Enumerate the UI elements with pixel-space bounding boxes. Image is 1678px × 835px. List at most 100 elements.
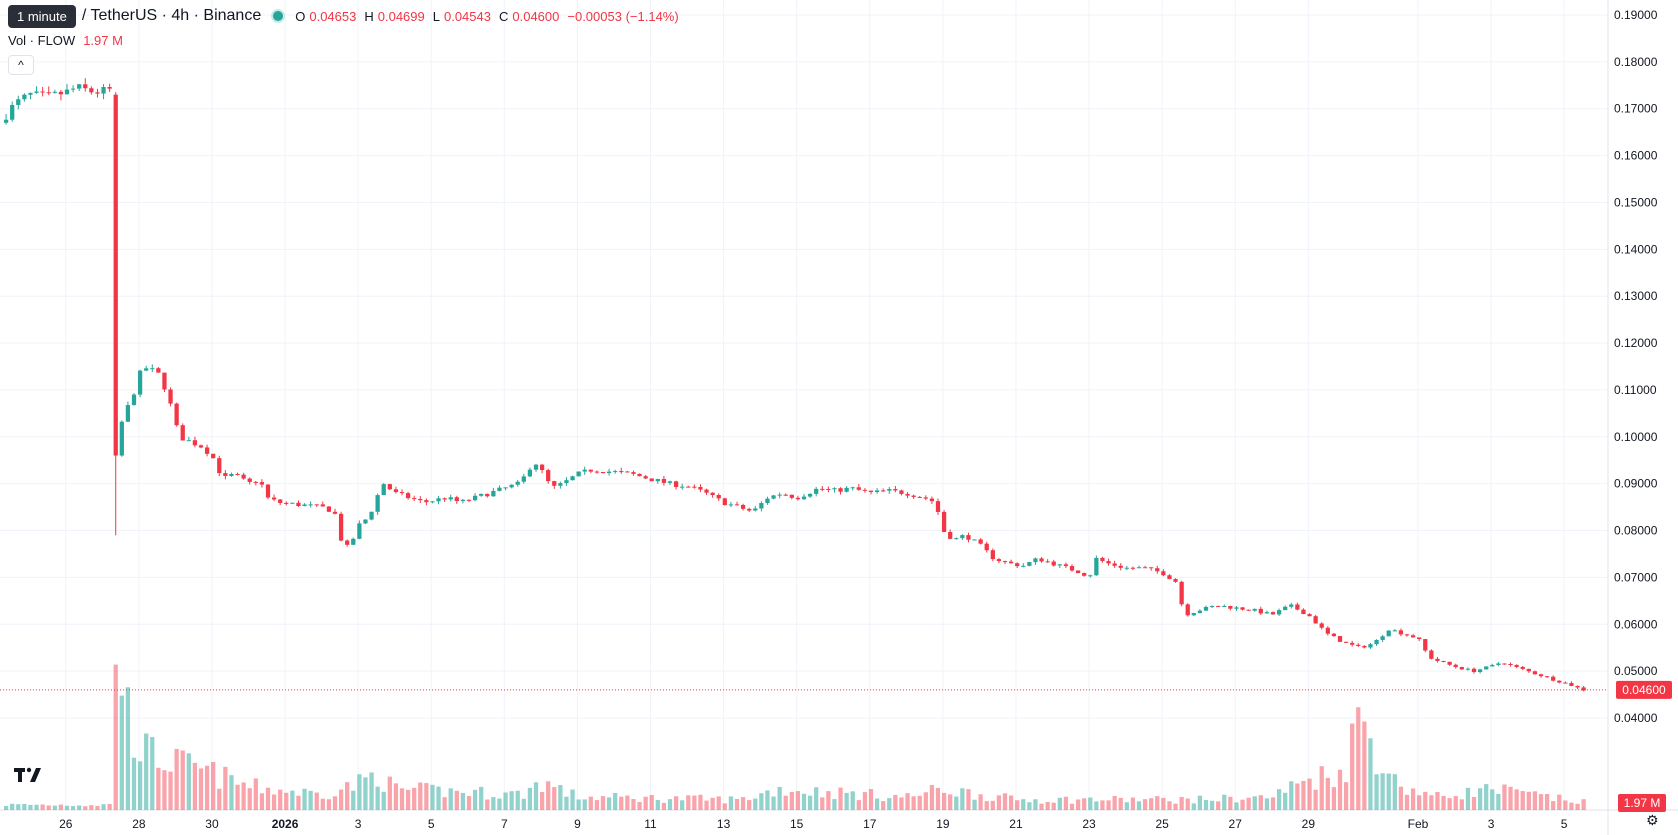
candle-down [698,486,703,490]
volume-bar [1508,786,1513,810]
candle-down [412,498,417,500]
candle-up [771,495,776,499]
candle-up [1021,565,1026,567]
volume-bar [1544,794,1550,810]
candle-down [1459,667,1464,670]
volume-bar [832,799,837,810]
time-tick-label: Feb [1408,817,1429,831]
candle-down [1404,634,1410,636]
candle-up [680,486,685,488]
candle-up [558,483,563,486]
candle-up [302,504,307,507]
volume-bar [144,733,149,810]
volume-bar [966,789,971,810]
volume-bar [1538,794,1544,810]
candle-down [1356,644,1361,646]
candle-down [454,497,459,502]
volume-bar [393,783,399,810]
candle-down [1441,660,1446,662]
candle-down [1410,635,1416,638]
candle-down [1002,561,1008,563]
volume-bar [929,784,935,810]
volume-bar [16,804,21,810]
volume-bar [137,761,143,810]
high-label: H [364,8,374,24]
volume-bar [472,789,478,810]
candle-down [935,501,941,512]
candle-up [1484,666,1489,670]
time-tick-label: 11 [644,817,657,831]
candle-down [241,474,246,479]
candle-down [156,368,161,373]
tradingview-logo-icon[interactable] [14,766,44,790]
volume-bar [442,797,447,810]
candle-down [1228,606,1233,609]
volume-bar [941,792,947,810]
candle-up [759,503,764,509]
volume-bar [479,786,484,810]
candle-up [186,440,191,442]
volume-bar [546,781,551,810]
symbol-title[interactable]: / TetherUS · 4h · Binance [81,7,262,24]
volume-bar [1209,800,1215,810]
chevron-up-icon: ^ [18,58,24,72]
volume-bar [89,805,94,810]
candle-up [34,91,39,93]
volume-bar [1276,789,1282,810]
volume-bar [527,787,533,810]
volume-bar [363,777,368,810]
price-axis[interactable]: 0.04000 0.05000 0.06000 0.07000 0.08000 0.090… [1614,8,1658,725]
volume-bar [22,803,27,810]
volume-bar [1063,796,1069,810]
time-tick-label: 28 [132,817,146,831]
volume-bar [1033,799,1038,810]
candle-down [1075,570,1081,574]
candle-down [1270,612,1276,615]
volume-bar [436,786,441,810]
candle-down [1557,680,1562,683]
candle-down [1161,571,1166,576]
volume-bar [1374,774,1379,810]
volume-bar [734,798,740,810]
candle-down [314,504,319,506]
candle-down [83,84,88,89]
volume-bar [95,805,100,810]
candle-up [1276,610,1282,615]
chart-settings-button[interactable]: ⚙ [1646,812,1659,829]
time-tick-label: 5 [1561,817,1568,831]
candle-down [704,489,709,493]
candle-down [320,504,325,507]
candle-up [436,498,441,502]
volume-bar [1551,801,1556,810]
volume-bar [686,795,691,810]
time-tick-label: 2026 [272,817,299,831]
volume-bar [680,800,685,810]
candle-up [3,119,9,123]
volume-bar [643,796,648,810]
volume-bar [1197,795,1203,810]
volume-bar [454,790,459,810]
volume-bar [1161,797,1166,810]
collapse-legend-button[interactable]: ^ [8,55,34,75]
candle-down [466,499,472,501]
volume-bar [1100,800,1105,810]
volume-value: 1.97 M [83,33,123,48]
candle-up [570,476,575,481]
time-axis[interactable]: 26 28 30 2026 3 5 7 9 11 13 15 17 19 21 23 25 27 29 Feb 3 5 [59,817,1568,831]
volume-bar [1039,803,1044,810]
candle-down [211,453,216,459]
candle-down [1149,567,1154,569]
volume-bar [771,796,776,810]
volume-bar [1228,796,1233,810]
candle-up [728,504,734,506]
volume-bar [765,790,770,810]
volume-bar [984,801,989,810]
volume-label[interactable]: Vol · FLOW [8,33,76,48]
candle-down [1398,630,1404,635]
volume-bar [345,782,350,810]
time-tick-label: 3 [1488,817,1495,831]
volume-bar [753,798,758,810]
candle-down [637,473,642,477]
candle-down [552,481,557,486]
